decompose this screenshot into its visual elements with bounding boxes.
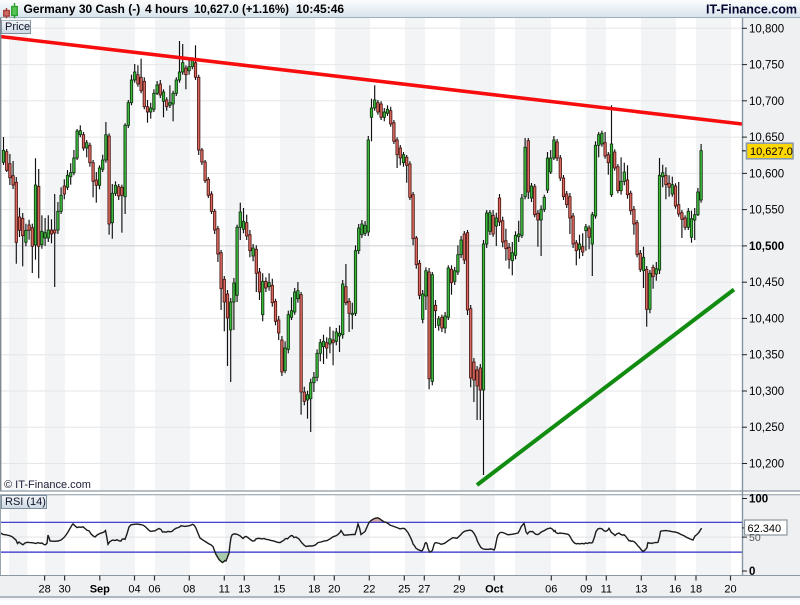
svg-text:10:45:46: 10:45:46 xyxy=(296,2,344,16)
svg-text:Sep: Sep xyxy=(90,584,110,596)
svg-text:10,350: 10,350 xyxy=(749,350,784,362)
svg-text:IT-Finance.com: IT-Finance.com xyxy=(706,3,797,17)
svg-text:09: 09 xyxy=(580,584,592,596)
svg-text:11: 11 xyxy=(601,584,612,596)
svg-text:30: 30 xyxy=(58,584,70,596)
svg-text:10,700: 10,700 xyxy=(749,96,784,108)
svg-text:18: 18 xyxy=(308,584,320,596)
svg-text:13: 13 xyxy=(635,584,647,596)
svg-text:62.340: 62.340 xyxy=(748,523,782,535)
svg-text:27: 27 xyxy=(418,584,430,596)
svg-text:50: 50 xyxy=(749,532,761,544)
svg-text:4 hours: 4 hours xyxy=(145,2,189,16)
svg-text:10,550: 10,550 xyxy=(749,205,784,217)
svg-text:06: 06 xyxy=(148,584,160,596)
svg-text:10,500: 10,500 xyxy=(749,241,784,253)
svg-text:Oct: Oct xyxy=(485,584,504,596)
svg-text:04: 04 xyxy=(128,584,140,596)
svg-text:25: 25 xyxy=(398,584,410,596)
svg-text:20: 20 xyxy=(724,584,736,596)
svg-text:10,627.0: 10,627.0 xyxy=(750,146,793,158)
svg-text:10,627.0 (+1.16%): 10,627.0 (+1.16%) xyxy=(194,4,289,16)
svg-text:Germany 30 Cash (-): Germany 30 Cash (-) xyxy=(24,2,141,16)
svg-text:15: 15 xyxy=(273,584,285,596)
svg-text:10,600: 10,600 xyxy=(749,168,784,180)
svg-text:10,400: 10,400 xyxy=(749,313,784,325)
svg-text:18: 18 xyxy=(690,584,702,596)
svg-text:16: 16 xyxy=(669,584,681,596)
svg-text:10,800: 10,800 xyxy=(749,23,784,35)
svg-text:0: 0 xyxy=(749,566,755,578)
svg-text:10,650: 10,650 xyxy=(749,132,784,144)
svg-text:10,300: 10,300 xyxy=(749,386,784,398)
svg-text:29: 29 xyxy=(453,584,465,596)
svg-text:10,200: 10,200 xyxy=(749,458,784,470)
svg-text:10,250: 10,250 xyxy=(749,422,784,434)
svg-text:11: 11 xyxy=(219,584,230,596)
svg-text:22: 22 xyxy=(363,584,375,596)
svg-text:10,450: 10,450 xyxy=(749,277,784,289)
svg-text:06: 06 xyxy=(545,584,557,596)
svg-text:08: 08 xyxy=(183,584,195,596)
svg-text:© IT-Finance.com: © IT-Finance.com xyxy=(4,479,91,491)
svg-text:10,750: 10,750 xyxy=(749,60,784,72)
svg-text:20: 20 xyxy=(328,584,340,596)
svg-text:28: 28 xyxy=(38,584,50,596)
svg-text:13: 13 xyxy=(238,584,250,596)
svg-text:100: 100 xyxy=(749,494,768,506)
